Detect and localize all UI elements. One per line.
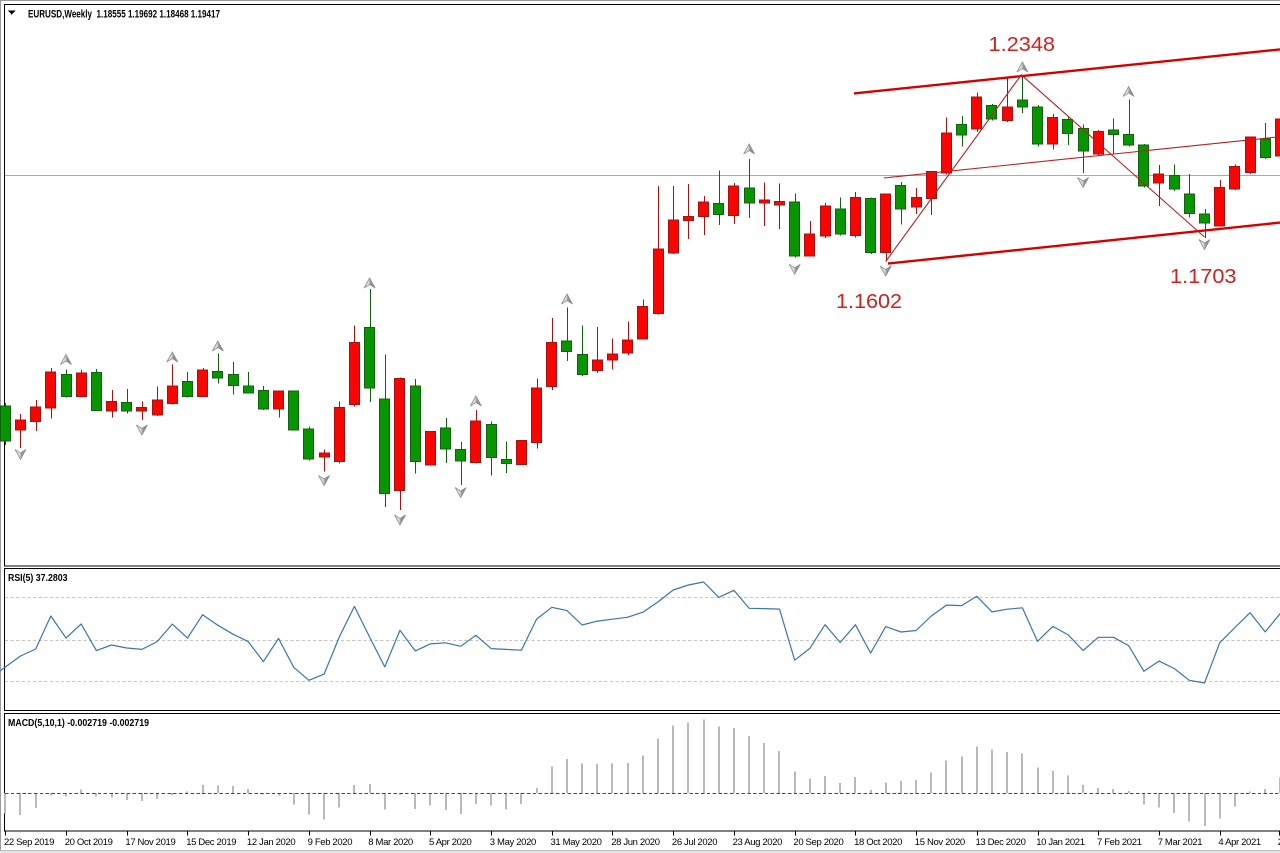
svg-text:3 May 2020: 3 May 2020 — [490, 837, 536, 848]
svg-text:9 Feb 2020: 9 Feb 2020 — [308, 837, 353, 848]
svg-text:28 Jun 2020: 28 Jun 2020 — [611, 837, 660, 848]
svg-text:18 Oct 2020: 18 Oct 2020 — [854, 837, 902, 848]
svg-text:7 Feb 2021: 7 Feb 2021 — [1097, 837, 1142, 848]
svg-text:1.2348: 1.2348 — [989, 34, 1056, 56]
svg-text:1.1602: 1.1602 — [836, 291, 902, 313]
svg-text:EURUSD,Weekly 1.18555 1.19692: EURUSD,Weekly 1.18555 1.19692 1.18468 1.… — [28, 9, 220, 21]
svg-text:20 Sep 2020: 20 Sep 2020 — [793, 837, 843, 848]
svg-text:8 Mar 2020: 8 Mar 2020 — [368, 837, 413, 848]
svg-text:15 Dec 2019: 15 Dec 2019 — [186, 837, 236, 848]
svg-text:20 Oct 2019: 20 Oct 2019 — [65, 837, 113, 848]
svg-text:2 May 2021: 2 May 2021 — [1278, 837, 1280, 848]
svg-text:17 Nov 2019: 17 Nov 2019 — [125, 837, 175, 848]
svg-text:22 Sep 2019: 22 Sep 2019 — [4, 837, 54, 848]
svg-text:RSI(5) 37.2803: RSI(5) 37.2803 — [8, 573, 68, 584]
svg-text:4 Apr 2021: 4 Apr 2021 — [1218, 837, 1261, 848]
svg-text:31 May 2020: 31 May 2020 — [551, 837, 602, 848]
svg-text:MACD(5,10,1) -0.002719 -0.0027: MACD(5,10,1) -0.002719 -0.002719 — [8, 718, 149, 729]
svg-text:13 Dec 2020: 13 Dec 2020 — [976, 837, 1026, 848]
svg-text:23 Aug 2020: 23 Aug 2020 — [733, 837, 783, 848]
svg-text:10 Jan 2021: 10 Jan 2021 — [1036, 837, 1085, 848]
svg-text:5 Apr 2020: 5 Apr 2020 — [429, 837, 472, 848]
svg-text:26 Jul 2020: 26 Jul 2020 — [672, 837, 717, 848]
svg-text:12 Jan 2020: 12 Jan 2020 — [247, 837, 296, 848]
svg-text:15 Nov 2020: 15 Nov 2020 — [915, 837, 965, 848]
svg-text:1.1703: 1.1703 — [1170, 266, 1237, 288]
svg-text:7 Mar 2021: 7 Mar 2021 — [1158, 837, 1203, 848]
